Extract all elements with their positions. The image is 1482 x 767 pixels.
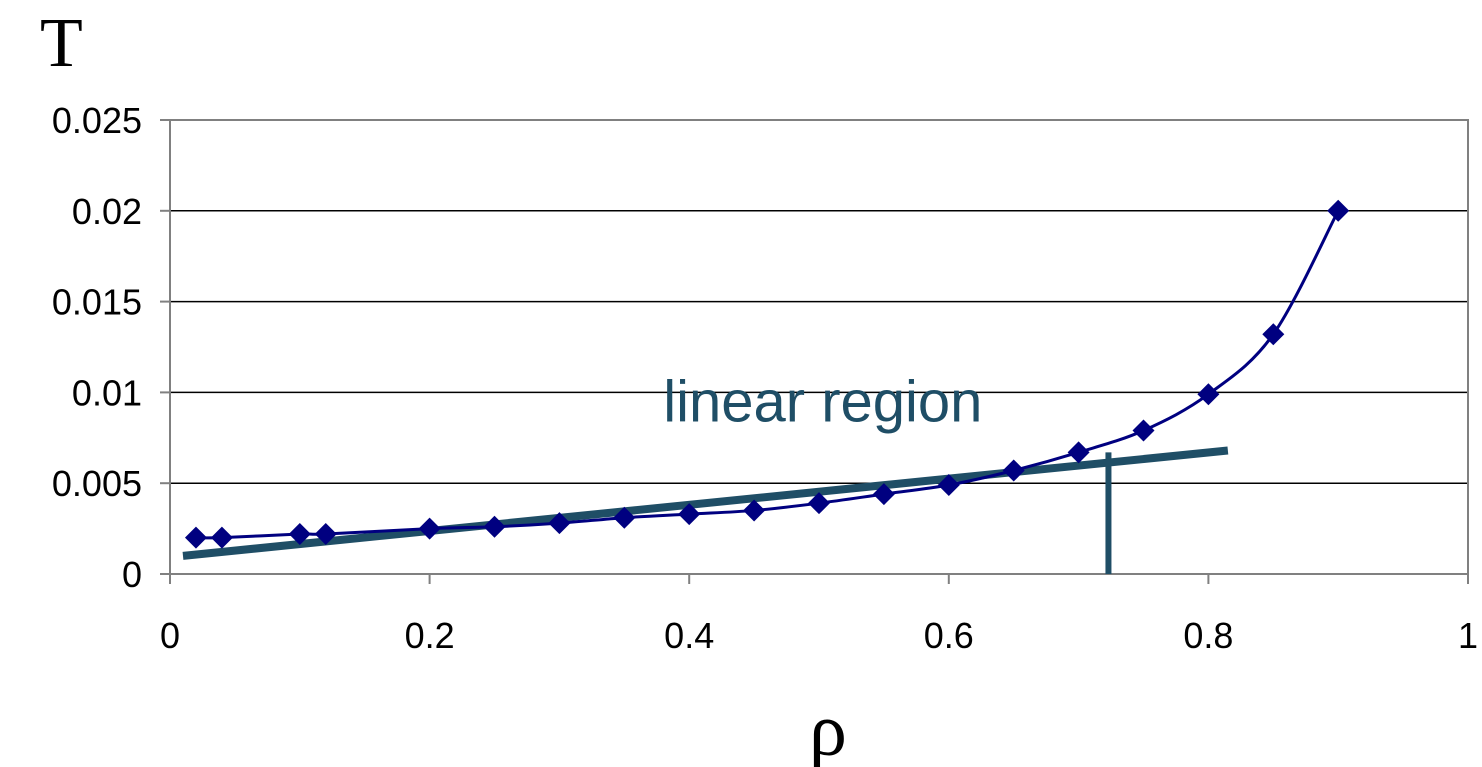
data-point — [1132, 419, 1155, 442]
x-tick-label: 0.4 — [664, 615, 714, 656]
grid-lines — [170, 210, 1468, 484]
y-tick-label: 0.015 — [52, 282, 142, 323]
linear-fit-line — [182, 446, 1229, 560]
data-point — [937, 474, 960, 497]
y-tick-labels: 0 0.005 0.01 0.015 0.02 0.025 — [52, 100, 170, 595]
y-tick-label: 0.005 — [52, 463, 142, 504]
x-tick-label: 0 — [160, 615, 180, 656]
y-tick-label: 0.02 — [72, 191, 142, 232]
data-point — [872, 483, 895, 506]
y-axis-title: T — [40, 5, 83, 82]
data-points — [184, 199, 1350, 549]
data-point — [743, 499, 766, 522]
data-point — [184, 526, 207, 549]
linear-region-label: linear region — [663, 369, 982, 434]
data-point — [1197, 383, 1220, 406]
x-tick-label: 0.2 — [405, 615, 455, 656]
x-tick-label: 0.8 — [1183, 615, 1233, 656]
data-point — [1002, 459, 1025, 482]
data-point — [418, 517, 441, 540]
data-point — [314, 523, 337, 546]
x-axis-title: ρ — [809, 688, 847, 767]
y-tick-label: 0 — [122, 554, 142, 595]
data-point — [483, 515, 506, 538]
plot-frame — [169, 119, 1469, 575]
y-tick-label: 0.01 — [72, 372, 142, 413]
y-tick-label: 0.025 — [52, 100, 142, 141]
data-point — [613, 506, 636, 529]
data-point — [288, 523, 311, 546]
x-tick-labels: 0 0.2 0.4 0.6 0.8 1 — [160, 574, 1478, 656]
data-point — [210, 526, 233, 549]
data-point — [548, 512, 571, 535]
x-tick-label: 0.6 — [924, 615, 974, 656]
x-tick-label: 1 — [1458, 615, 1478, 656]
data-point — [678, 503, 701, 526]
data-point — [1327, 199, 1350, 222]
data-point — [1067, 441, 1090, 464]
data-point — [1262, 323, 1285, 346]
data-point — [808, 492, 830, 515]
